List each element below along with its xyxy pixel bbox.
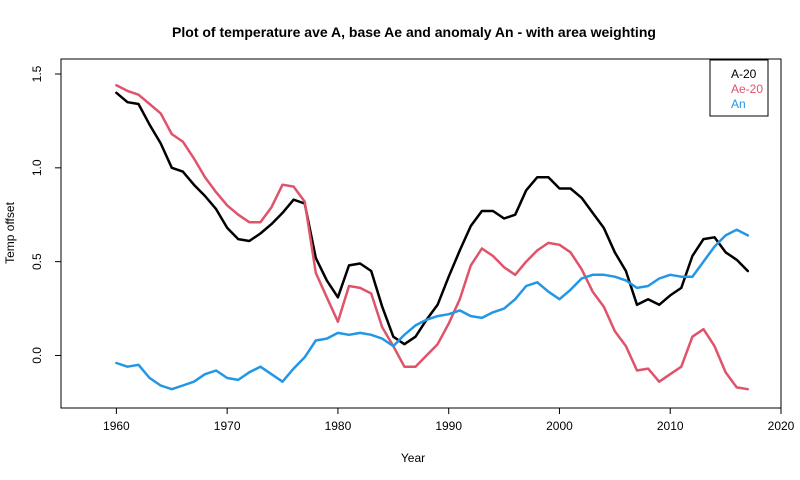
x-tick-label: 1970 xyxy=(214,419,241,433)
legend-entry: Ae-20 xyxy=(731,82,763,96)
x-tick-label: 1960 xyxy=(103,419,130,433)
x-axis-label: Year xyxy=(401,451,425,465)
y-tick-label: 0.5 xyxy=(30,253,44,270)
series-line-a-20 xyxy=(115,91,750,346)
chart-title: Plot of temperature ave A, base Ae and a… xyxy=(172,24,656,40)
series-line-an xyxy=(115,228,750,391)
y-tick-label: 0.0 xyxy=(30,347,44,364)
legend-entry: An xyxy=(731,97,746,111)
x-axis: 1960 1970 1980 1990 2000 2010 2020 xyxy=(103,408,795,433)
x-tick-label: 2010 xyxy=(657,419,684,433)
y-tick-label: 1.5 xyxy=(30,65,44,82)
x-tick-label: 1990 xyxy=(435,419,462,433)
plot-frame xyxy=(60,58,782,409)
y-axis-label: Temp offset xyxy=(3,201,17,263)
series-layer xyxy=(115,84,750,391)
y-axis: 0.0 0.5 1.0 1.5 xyxy=(30,65,61,364)
series-line-ae-20 xyxy=(115,84,750,391)
legend-box xyxy=(709,59,769,117)
x-tick-label: 2000 xyxy=(546,419,573,433)
legend-entry: A-20 xyxy=(731,67,757,81)
y-tick-label: 1.0 xyxy=(30,159,44,176)
x-tick-label: 2020 xyxy=(768,419,795,433)
x-tick-label: 1980 xyxy=(325,419,352,433)
